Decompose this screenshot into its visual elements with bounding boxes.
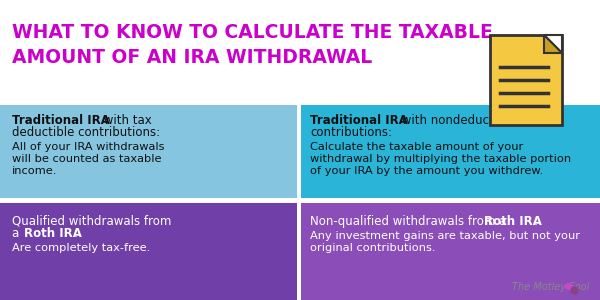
Text: Are completely tax-free.: Are completely tax-free. [12, 243, 150, 253]
Text: :: : [534, 215, 538, 228]
Bar [0, 0, 600, 105]
Text: AMOUNT OF AN IRA WITHDRAWAL: AMOUNT OF AN IRA WITHDRAWAL [12, 48, 372, 67]
Bar [300, 202, 600, 300]
Text: Qualified withdrawals from: Qualified withdrawals from [12, 215, 172, 228]
Text: Any investment gains are taxable, but not your: Any investment gains are taxable, but no… [310, 231, 580, 241]
Text: deductible contributions:: deductible contributions: [12, 126, 160, 139]
Bar [0, 105, 297, 200]
Text: WHAT TO KNOW TO CALCULATE THE TAXABLE: WHAT TO KNOW TO CALCULATE THE TAXABLE [12, 23, 493, 42]
Text: Roth IRA: Roth IRA [484, 215, 542, 228]
Text: with nondeductible: with nondeductible [398, 114, 515, 127]
Text: The Motley Fool: The Motley Fool [512, 282, 590, 292]
Text: with tax: with tax [100, 114, 152, 127]
Text: Traditional IRA: Traditional IRA [12, 114, 110, 127]
Text: withdrawal by multiplying the taxable portion: withdrawal by multiplying the taxable po… [310, 154, 571, 164]
Bar [300, 105, 600, 200]
Text: a: a [12, 227, 23, 240]
Text: Calculate the taxable amount of your: Calculate the taxable amount of your [310, 142, 523, 152]
Text: Traditional IRA: Traditional IRA [310, 114, 408, 127]
Text: income.: income. [12, 166, 58, 176]
Bar [0, 202, 297, 300]
Text: will be counted as taxable: will be counted as taxable [12, 154, 161, 164]
Text: contributions:: contributions: [310, 126, 392, 139]
Text: of your IRA by the amount you withdrew.: of your IRA by the amount you withdrew. [310, 166, 543, 176]
Text: Non-qualified withdrawals from a: Non-qualified withdrawals from a [310, 215, 510, 228]
Polygon shape [544, 35, 562, 53]
Bar [0, 198, 600, 203]
Text: Roth IRA: Roth IRA [24, 227, 82, 240]
Text: :: : [74, 227, 78, 240]
Text: All of your IRA withdrawals: All of your IRA withdrawals [12, 142, 164, 152]
Bar [297, 103, 301, 300]
Polygon shape [544, 35, 562, 53]
Bar [490, 35, 562, 125]
Text: original contributions.: original contributions. [310, 243, 436, 253]
